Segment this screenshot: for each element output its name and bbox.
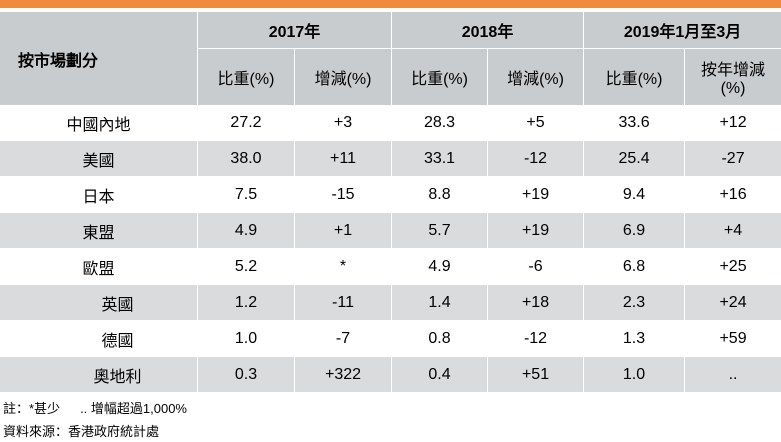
table-row: 奧地利 0.3 +322 0.4 +51 1.0 .. xyxy=(0,357,781,393)
table-cell: +16 xyxy=(684,177,781,213)
row-label: 德國 xyxy=(0,321,197,357)
change-header-2018: 增減(%) xyxy=(487,49,584,105)
table-cell: 38.0 xyxy=(197,141,294,177)
footnote: 註：*甚少 .. 增幅超過1,000% xyxy=(3,398,187,417)
table-cell: +12 xyxy=(684,105,781,141)
table-cell: 6.8 xyxy=(583,249,685,285)
table-cell: 4.9 xyxy=(391,249,488,285)
footnote-minimal: 註：*甚少 xyxy=(3,401,61,416)
table-cell: 5.7 xyxy=(391,213,488,249)
table-cell: +4 xyxy=(684,213,781,249)
table-cell: 9.4 xyxy=(583,177,685,213)
table-cell: 33.1 xyxy=(391,141,488,177)
row-label: 歐盟 xyxy=(0,249,197,285)
table-cell: 6.9 xyxy=(583,213,685,249)
table-cell: +5 xyxy=(487,105,584,141)
table-cell: +25 xyxy=(684,249,781,285)
table-cell: +19 xyxy=(487,177,584,213)
table-cell: 0.3 xyxy=(197,357,294,393)
table-cell: 4.9 xyxy=(197,213,294,249)
table-cell: 0.8 xyxy=(391,321,488,357)
table-cell: 33.6 xyxy=(583,105,685,141)
table-cell: 8.8 xyxy=(391,177,488,213)
year-header-2018: 2018年 xyxy=(391,12,584,49)
accent-bar xyxy=(0,0,781,8)
share-header-2018: 比重(%) xyxy=(391,49,488,105)
row-label: 中國內地 xyxy=(0,105,197,141)
table-cell: +322 xyxy=(294,357,392,393)
table-cell: 1.3 xyxy=(583,321,685,357)
table-cell: -12 xyxy=(487,321,584,357)
table-row: 德國 1.0 -7 0.8 -12 1.3 +59 xyxy=(0,321,781,357)
table-row: 美國 38.0 +11 33.1 -12 25.4 -27 xyxy=(0,141,781,177)
market-header: 按市場劃分 xyxy=(0,12,197,105)
row-label: 英國 xyxy=(0,285,197,321)
table-cell: 25.4 xyxy=(583,141,685,177)
table-cell: 1.4 xyxy=(391,285,488,321)
row-label: 東盟 xyxy=(0,213,197,249)
table-cell: +18 xyxy=(487,285,584,321)
table-row: 歐盟 5.2 * 4.9 -6 6.8 +25 xyxy=(0,249,781,285)
market-share-table: 按市場劃分 2017年 2018年 2019年1月至3月 比重(%) 增減(%)… xyxy=(0,12,781,393)
table-cell: -15 xyxy=(294,177,392,213)
table-cell: 7.5 xyxy=(197,177,294,213)
table-cell: +1 xyxy=(294,213,392,249)
table-cell: 28.3 xyxy=(391,105,488,141)
source-note: 資料來源：香港政府統計處 xyxy=(3,424,160,439)
year-header-2017: 2017年 xyxy=(197,12,392,49)
share-header-2019q1: 比重(%) xyxy=(583,49,685,105)
table-cell: 2.3 xyxy=(583,285,685,321)
table-cell: -7 xyxy=(294,321,392,357)
change-header-2017: 增減(%) xyxy=(294,49,392,105)
table-cell: -6 xyxy=(487,249,584,285)
table-cell: 27.2 xyxy=(197,105,294,141)
table-row: 英國 1.2 -11 1.4 +18 2.3 +24 xyxy=(0,285,781,321)
row-label: 日本 xyxy=(0,177,197,213)
table-cell: +3 xyxy=(294,105,392,141)
yoy-header-line2: (%) xyxy=(720,80,746,97)
year-header-2019q1: 2019年1月至3月 xyxy=(583,12,781,49)
table-row: 東盟 4.9 +1 5.7 +19 6.9 +4 xyxy=(0,213,781,249)
table-cell: -27 xyxy=(684,141,781,177)
row-label: 奧地利 xyxy=(0,357,197,393)
share-header-2017: 比重(%) xyxy=(197,49,294,105)
yoy-header-line1: 按年增減 xyxy=(701,62,766,79)
table-row: 日本 7.5 -15 8.8 +19 9.4 +16 xyxy=(0,177,781,213)
footnote-over-1000: .. 增幅超過1,000% xyxy=(80,401,187,416)
table-cell: +11 xyxy=(294,141,392,177)
table-cell: 0.4 xyxy=(391,357,488,393)
table-cell: +51 xyxy=(487,357,584,393)
table-cell: +19 xyxy=(487,213,584,249)
table-cell: * xyxy=(294,249,392,285)
table-cell: +24 xyxy=(684,285,781,321)
table-cell: .. xyxy=(684,357,781,393)
table-cell: +59 xyxy=(684,321,781,357)
table-cell: 1.2 xyxy=(197,285,294,321)
table-cell: 1.0 xyxy=(197,321,294,357)
table-cell: 1.0 xyxy=(583,357,685,393)
table-cell: -11 xyxy=(294,285,392,321)
table-cell: -12 xyxy=(487,141,584,177)
yoy-change-header-2019q1: 按年增減 (%) xyxy=(684,49,781,105)
table-row: 中國內地 27.2 +3 28.3 +5 33.6 +12 xyxy=(0,105,781,141)
row-label: 美國 xyxy=(0,141,197,177)
table-cell: 5.2 xyxy=(197,249,294,285)
